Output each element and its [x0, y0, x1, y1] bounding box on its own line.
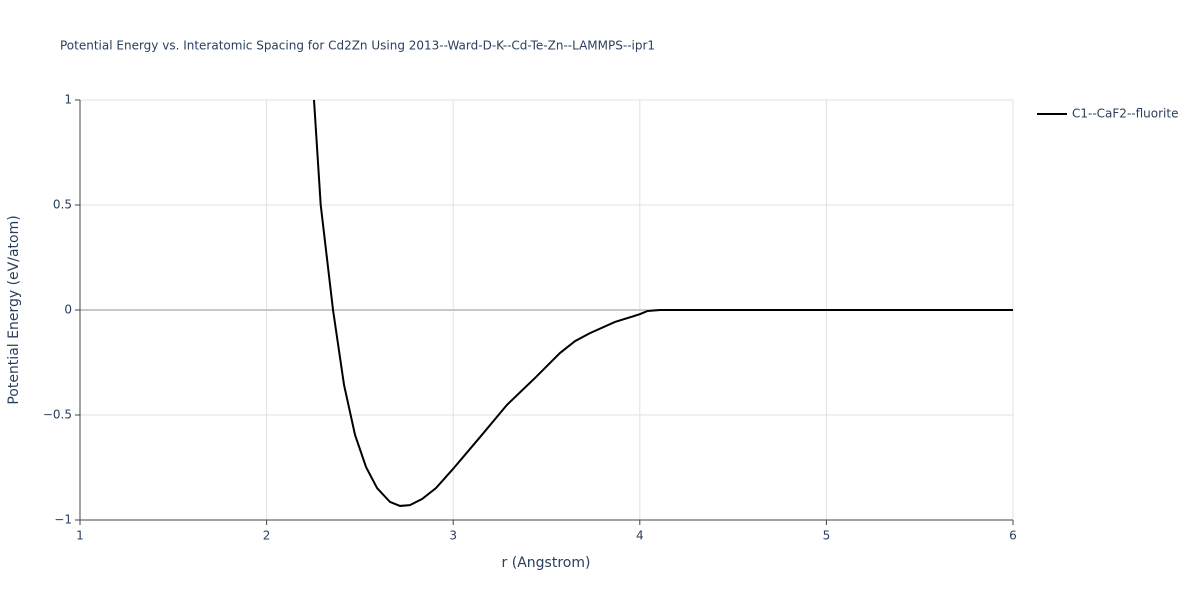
- y-axis-title: Potential Energy (eV/atom): [6, 215, 22, 404]
- x-tick-label: 2: [263, 529, 271, 543]
- x-tick-label: 4: [636, 529, 644, 543]
- x-axis-title: r (Angstrom): [502, 555, 591, 571]
- y-tick-label: 0.5: [53, 198, 72, 212]
- x-tick-label: 1: [76, 529, 84, 543]
- y-tick-label: −0.5: [43, 408, 72, 422]
- line-series: [312, 99, 1013, 507]
- x-tick-label: 6: [1009, 529, 1017, 543]
- chart-title: Potential Energy vs. Interatomic Spacing…: [60, 39, 655, 53]
- x-tick-label: 5: [823, 529, 831, 543]
- y-tick-label: 1: [64, 93, 72, 107]
- y-tick-label: −1: [54, 513, 72, 527]
- x-tick-label: 3: [449, 529, 457, 543]
- y-tick-label: 0: [64, 303, 72, 317]
- legend-label: C1--CaF2--fluorite: [1072, 107, 1178, 121]
